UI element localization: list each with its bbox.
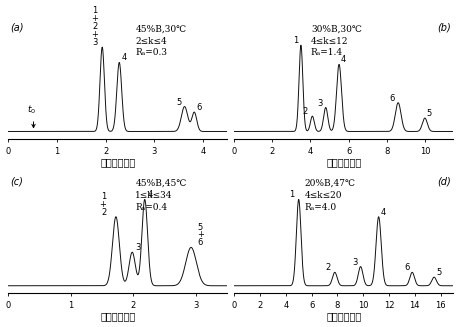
X-axis label: 时间（分钟）: 时间（分钟）: [326, 157, 361, 167]
Text: 6: 6: [197, 103, 202, 112]
Text: 2: 2: [326, 263, 331, 272]
Text: 1: 1: [293, 36, 298, 45]
Text: 5: 5: [176, 97, 181, 107]
Text: (a): (a): [11, 23, 24, 32]
Text: 30%B,30℃
4≤k≤12
Rₐ=1.4: 30%B,30℃ 4≤k≤12 Rₐ=1.4: [311, 25, 362, 57]
Text: 4: 4: [341, 55, 346, 64]
Text: 4: 4: [122, 53, 127, 62]
Text: 2: 2: [302, 107, 308, 116]
X-axis label: 时间（分钟）: 时间（分钟）: [100, 311, 135, 321]
Text: (c): (c): [11, 177, 23, 187]
Text: 4: 4: [381, 208, 386, 217]
Text: $t_0$: $t_0$: [27, 104, 36, 116]
Text: 4: 4: [148, 190, 153, 199]
Text: 45%B,45℃
1≤k≤34
Rₐ=0.4: 45%B,45℃ 1≤k≤34 Rₐ=0.4: [135, 179, 187, 212]
Text: 45%B,30℃
2≤k≤4
Rₐ=0.3: 45%B,30℃ 2≤k≤4 Rₐ=0.3: [135, 25, 187, 57]
Text: 1: 1: [290, 190, 295, 199]
Text: 5: 5: [437, 268, 442, 277]
Text: 5: 5: [427, 109, 432, 118]
Text: 3: 3: [352, 258, 358, 267]
Text: 1
+
2
+
3: 1 + 2 + 3: [91, 6, 98, 47]
Text: 6: 6: [404, 263, 409, 272]
Text: (b): (b): [437, 23, 451, 32]
Text: 1
+
2: 1 + 2: [100, 192, 106, 217]
Text: 3: 3: [135, 243, 141, 252]
Text: 3: 3: [318, 98, 323, 108]
Text: 5
+
6: 5 + 6: [197, 222, 204, 248]
Text: 20%B,47℃
4≤k≤20
Rₐ=4.0: 20%B,47℃ 4≤k≤20 Rₐ=4.0: [304, 179, 355, 212]
Text: (d): (d): [437, 177, 451, 187]
X-axis label: 时间（分钟）: 时间（分钟）: [100, 157, 135, 167]
X-axis label: 时间（分钟）: 时间（分钟）: [326, 311, 361, 321]
Text: 6: 6: [389, 94, 394, 103]
